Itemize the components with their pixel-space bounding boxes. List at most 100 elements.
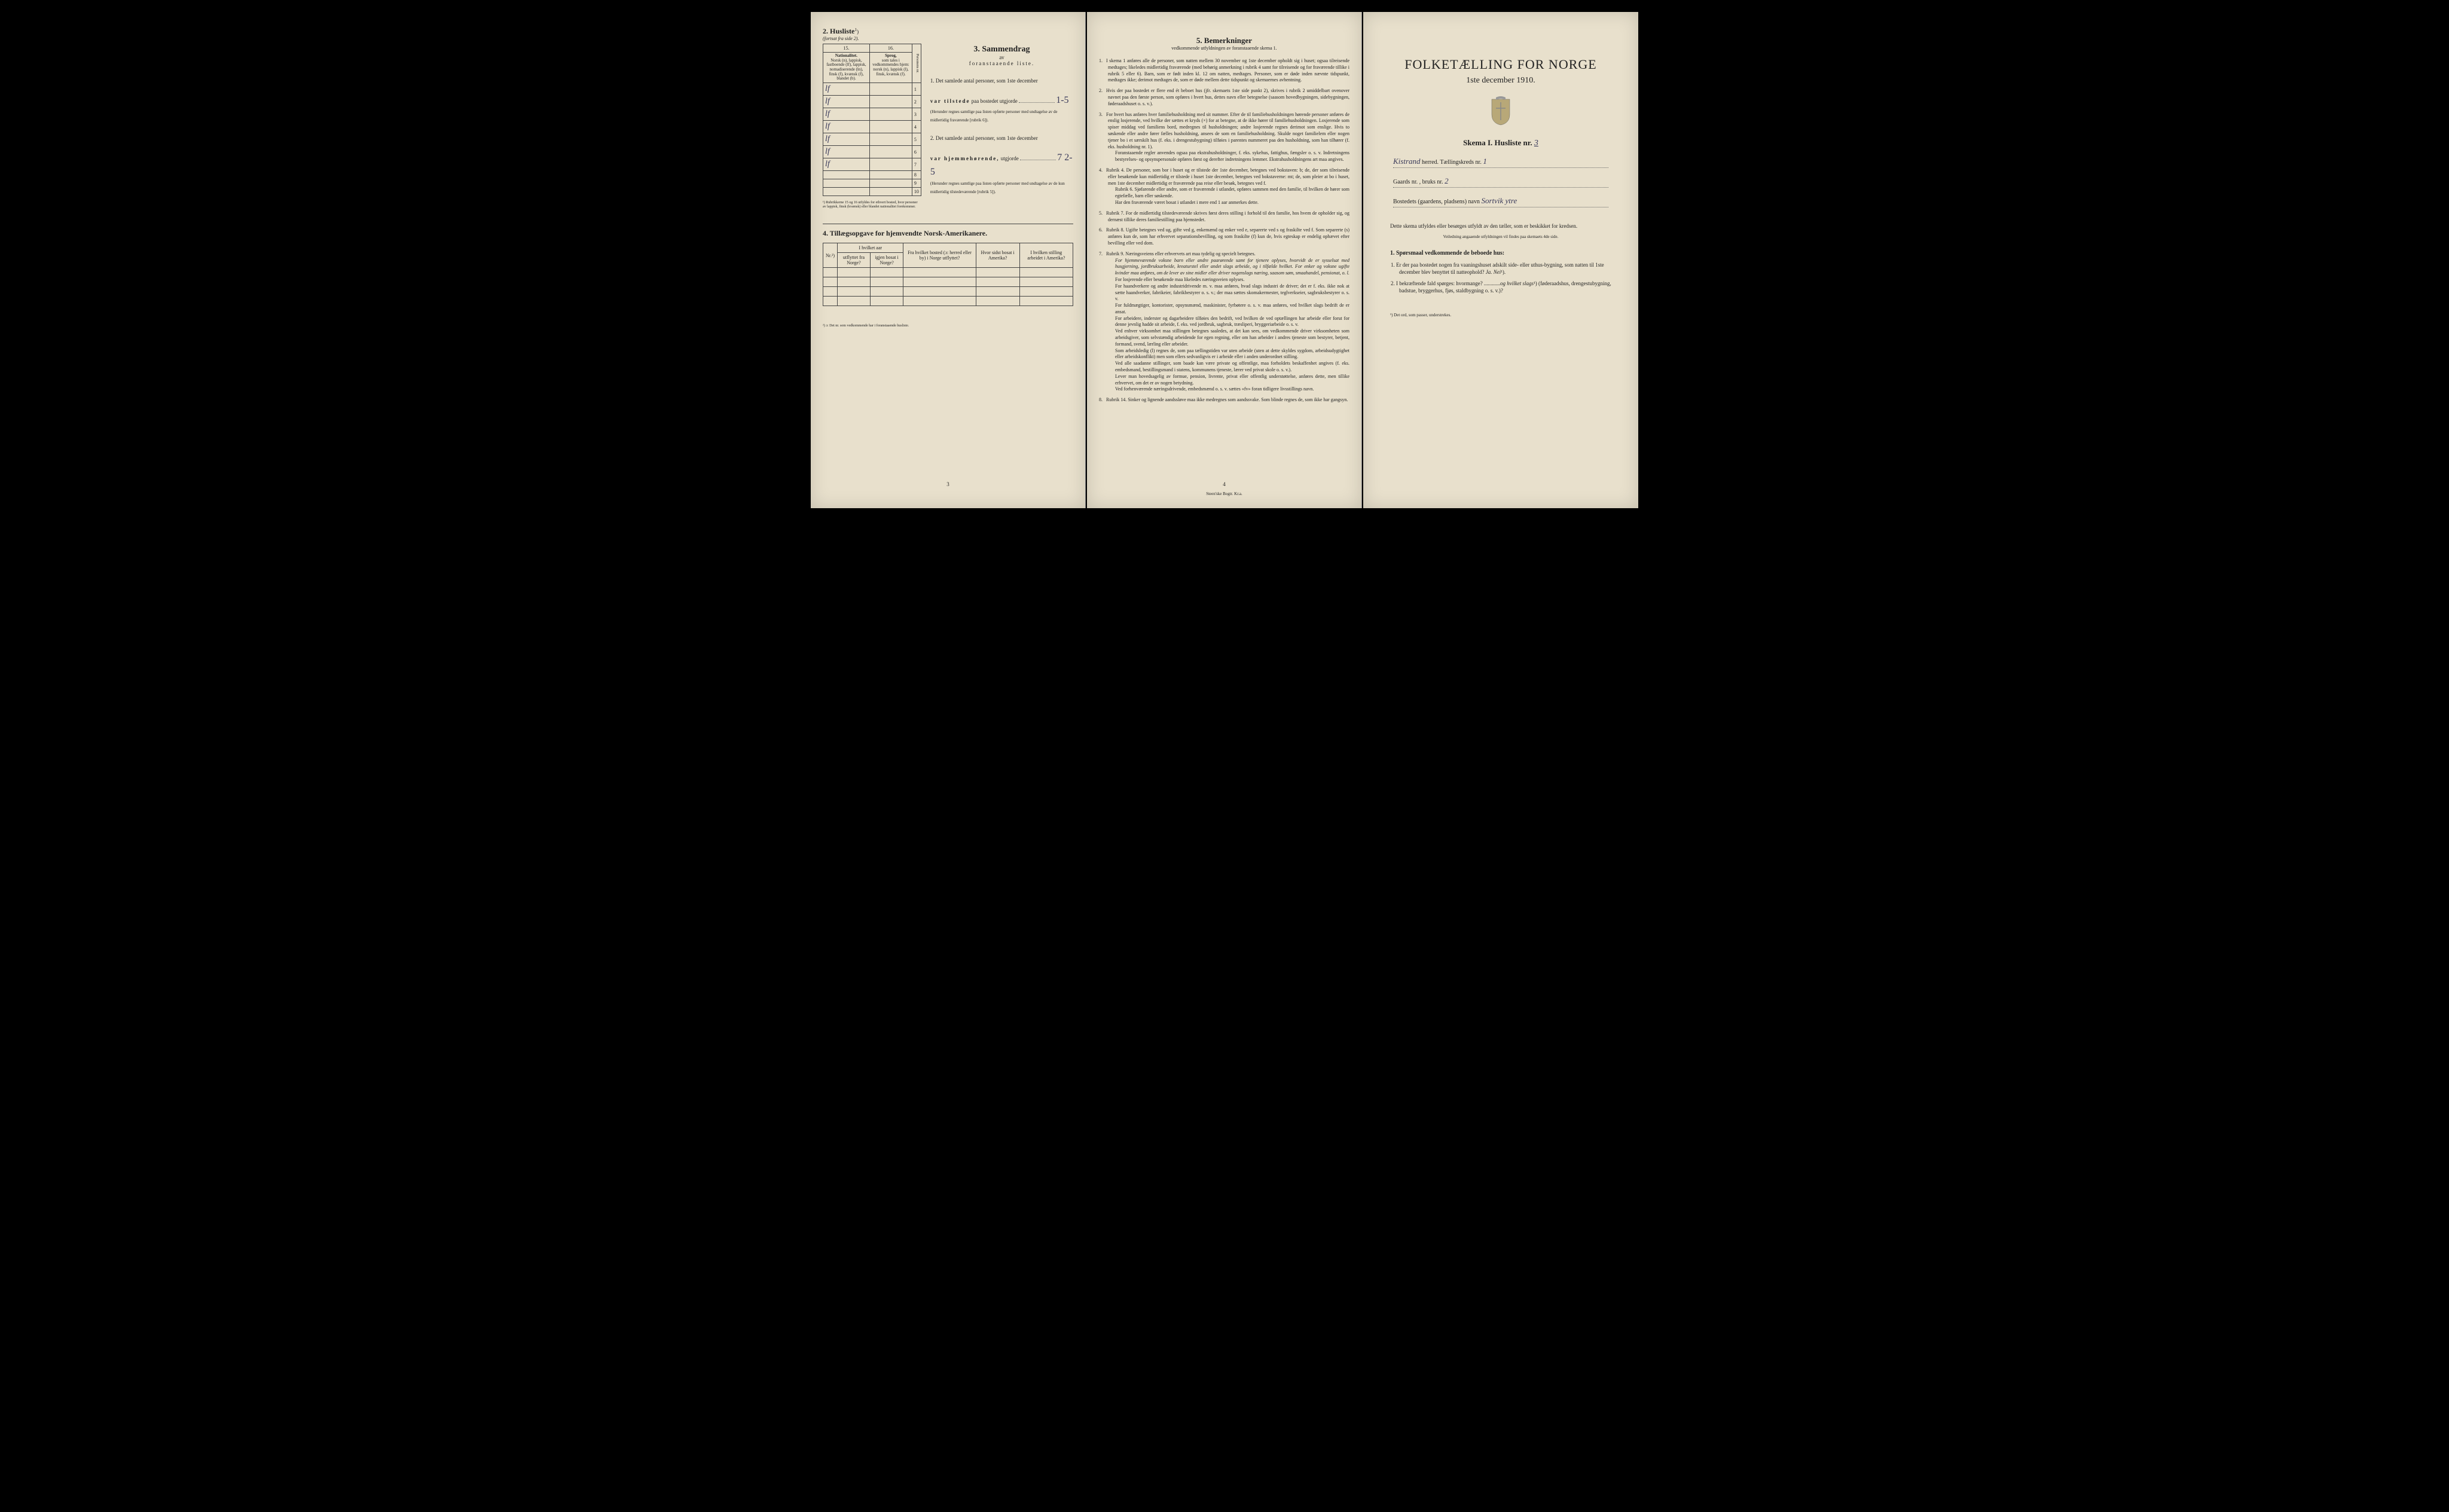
bosted-val: Sortvik ytre [1481,196,1517,205]
page-right: FOLKETÆLLING FOR NORGE 1ste december 191… [1363,12,1638,508]
husliste-section: 2. Husliste1) (fortsat fra side 2). 15. … [823,27,921,209]
bem-text: Rubrik 14. Sinker og lignende aandssløve… [1106,397,1348,402]
th-utfl: utflyttet fra Norge? [838,253,871,268]
bosted-label: Bostedets (gaardens, pladsens) navn [1393,198,1480,205]
bem-extra: Har den fraværende været bosat i utlande… [1115,200,1349,206]
bemerkninger-title: 5. Bemerkninger [1099,36,1349,45]
item1-rest: paa bostedet utgjorde [972,98,1018,104]
tillaeg-table: Nr.²) I hvilket aar Fra hvilket bosted (… [823,243,1073,306]
bem-extra: Foranstaaende regler anvendes ogsaa paa … [1115,150,1349,163]
th-nr: Nr.²) [823,243,838,268]
sammendrag-item-2: 2. Det samlede antal personer, som 1ste … [930,135,1073,196]
table-row: 8 [823,171,921,179]
sporsmaal-title: 1. Spørsmaal vedkommende de beboede hus: [1390,250,1611,256]
item1-text: Det samlede antal personer, som 1ste dec… [936,78,1038,84]
cell [869,158,912,171]
bosted-line: Bostedets (gaardens, pladsens) navn Sort… [1393,196,1608,207]
nat-body: Norsk (n), lappisk, fastboende (lf), lap… [826,58,866,81]
page1-top: 2. Husliste1) (fortsat fra side 2). 15. … [823,27,1073,209]
footnote-3: ¹) Det ord, som passer, understrekes. [1390,313,1611,317]
q2-text: I bekræftende fald spørges: hvormange? [1396,280,1483,286]
item2-note: (Herunder regnes samtlige paa listen opf… [930,181,1065,194]
th-stilling: I hvilken stilling arbeidet i Amerika? [1019,243,1073,268]
bem-item: 8.Rubrik 14. Sinker og lignende aandsslø… [1108,397,1349,404]
q2-num: 2. [1391,280,1395,286]
bem-extra: For haandverkere og andre industridriven… [1115,283,1349,303]
page-middle: 5. Bemerkninger vedkommende utfyldningen… [1087,12,1362,508]
bem-text: Rubrik 8. Ugifte betegnes ved ug, gifte … [1106,227,1349,246]
bem-text: For hvert hus anføres hver familiehushol… [1106,112,1349,149]
bem-item: 4.Rubrik 4. De personer, som bor i huset… [1108,167,1349,206]
item1-bold: var tilstede [930,98,970,104]
cell [869,171,912,179]
bem-extra: Som arbeidsledig (l) regnes de, som paa … [1115,348,1349,361]
bem-item: 5.Rubrik 7. For de midlertidig tilstedev… [1108,210,1349,224]
bem-extra: Lever man hovedsagelig av formue, pensio… [1115,374,1349,387]
col-15: 15. [823,44,870,53]
coat-of-arms-icon [1489,96,1513,127]
table-row: 9 [823,179,921,188]
sammendrag-title: 3. Sammendrag [930,45,1073,54]
husliste-title: 2. Husliste1) [823,27,921,36]
bem-extra: For fuldmægtiger, kontorister, opsynsmæn… [1115,303,1349,316]
col-personnr: Personens nr. [912,44,921,83]
bem-item: 1.I skema 1 anføres alle de personer, so… [1108,58,1349,84]
main-title: FOLKETÆLLING FOR NORGE [1375,57,1626,72]
page-number: 3 [811,481,1085,487]
page-number: 4 [1087,481,1361,487]
cell: lf [823,108,870,121]
bem-extra: Rubrik 6. Sjøfarende eller andre, som er… [1115,187,1349,200]
sammendrag-section: 3. Sammendrag av foranstaaende liste. 1.… [930,27,1073,209]
sprog-body: som tales i vedkommendes hjem: norsk (n)… [872,58,909,77]
q1-num: 1. [1391,262,1395,268]
census-date: 1ste december 1910. [1375,76,1626,85]
husliste-footnote: ¹) Rubrikkerne 15 og 16 utfyldes for eth… [823,201,921,209]
gaard-line: Gaards nr. , bruks nr. 2 [1393,176,1608,188]
sammendrag-sub2: foranstaaende liste. [930,60,1073,66]
table-row: lf7 [823,158,921,171]
cell: lf [823,121,870,133]
bem-extra: Ved forhenværende næringsdrivende, embed… [1115,386,1349,393]
kreds-val: 1 [1483,157,1487,166]
question-1: 1. Er der paa bostedet nogen fra vaaning… [1399,261,1611,276]
header-nationalitet: Nationalitet. Norsk (n), lappisk, fastbo… [823,53,870,83]
item2-num: 2. [930,135,935,141]
tillaeg-section: 4. Tillægsopgave for hjemvendte Norsk-Am… [823,224,1073,328]
gaard-label: Gaards nr. [1393,179,1418,185]
th-hjem: igjen bosat i Norge? [870,253,903,268]
item1-num: 1. [930,78,935,84]
sammendrag-item-1: 1. Det samlede antal personer, som 1ste … [930,77,1073,124]
table-row: lf1 [823,83,921,96]
bem-item: 3.For hvert hus anføres hver familiehush… [1108,112,1349,163]
cell: 6 [912,146,921,158]
cell [823,179,870,188]
bemerkninger-list: 1.I skema 1 anføres alle de personer, so… [1099,58,1349,404]
bruk-label: , bruks nr. [1419,179,1443,185]
imprint: Steen'ske Bogtr. Kr.a. [1087,491,1361,496]
bem-text: I skema 1 anføres alle de personer, som … [1106,58,1349,83]
bem-item: 6.Rubrik 8. Ugifte betegnes ved ug, gift… [1108,227,1349,246]
col-16: 16. [869,44,912,53]
bemerkninger-subtitle: vedkommende utfyldningen av foranstaaend… [1099,45,1349,51]
table-row: 10 [823,188,921,196]
husliste-table: 15. 16. Personens nr. Nationalitet. Nors… [823,44,921,196]
item2-text: Det samlede antal personer, som 1ste dec… [936,135,1038,141]
cell: 3 [912,108,921,121]
item1-note: (Herunder regnes samtlige paa listen opf… [930,109,1058,123]
bem-text: Hvis der paa bostedet er flere end ét be… [1106,88,1349,106]
q1-answer: Ja. Nei [1486,269,1501,275]
bem-extra: For losjerende eller besøkende maa likel… [1115,277,1349,283]
q2-sup: ¹) [1534,280,1537,286]
instructions: Dette skema utfyldes eller besørges utfy… [1390,222,1611,231]
table-row [823,268,1073,277]
cell: 5 [912,133,921,146]
table-row: lf2 [823,96,921,108]
cell: 10 [912,188,921,196]
cell [869,146,912,158]
cell [869,179,912,188]
table-row [823,297,1073,306]
bem-extra: For arbeidere, inderster og dagarbeidere… [1115,316,1349,329]
table-row [823,277,1073,287]
cell [869,96,912,108]
tillaeg-title: 4. Tillægsopgave for hjemvendte Norsk-Am… [823,224,1073,238]
